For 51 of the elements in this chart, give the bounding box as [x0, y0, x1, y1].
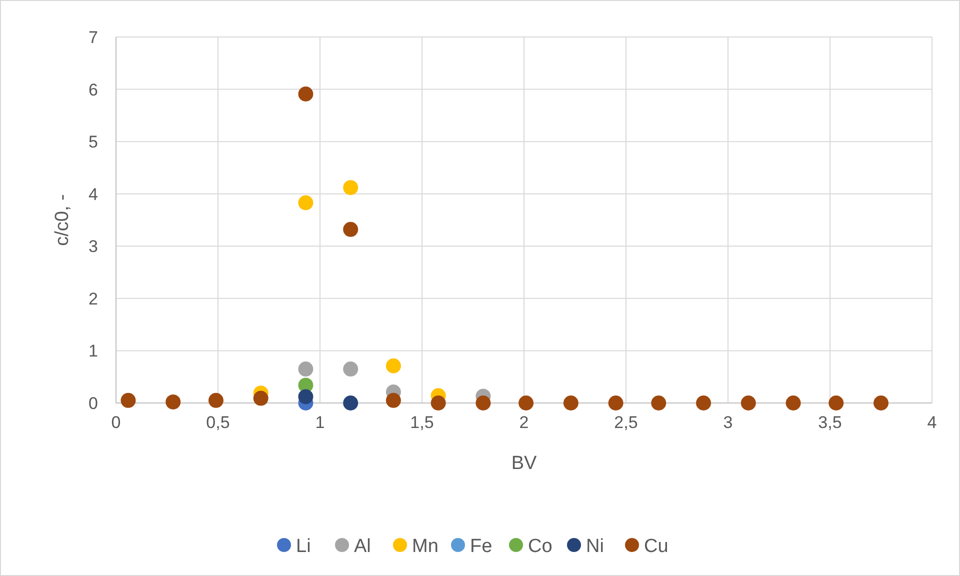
point	[740, 396, 756, 410]
x-tick-label: 2	[519, 413, 529, 432]
x-tick-label: 3,5	[818, 413, 842, 432]
x-axis-title: BV	[511, 453, 537, 474]
y-axis-title: c/c0, -	[52, 194, 73, 246]
y-tick-label: 0	[88, 394, 98, 413]
y-tick-label: 5	[88, 132, 98, 152]
point	[298, 362, 314, 377]
y-tick-label: 6	[88, 80, 98, 100]
x-tick-label: 3	[723, 413, 733, 432]
point	[166, 394, 181, 410]
point	[298, 86, 314, 102]
point	[786, 396, 801, 410]
x-tick-label: 0	[111, 413, 121, 432]
point	[343, 362, 358, 377]
point	[608, 396, 624, 410]
point	[696, 396, 712, 410]
legend-label: Fe	[470, 536, 492, 557]
point	[563, 396, 578, 410]
point	[343, 180, 358, 196]
point	[386, 358, 401, 374]
x-tick-label: 0,5	[206, 413, 230, 432]
point	[343, 222, 358, 237]
y-tick-label: 4	[88, 184, 98, 204]
point	[476, 396, 491, 410]
y-tick-label: 3	[88, 237, 98, 256]
legend-label: Cu	[644, 536, 668, 557]
x-tick-label: 1,5	[410, 413, 434, 432]
legend-label: Li	[296, 536, 311, 557]
legend-label: Al	[354, 536, 371, 557]
y-tick-label: 2	[88, 289, 98, 308]
point	[651, 396, 666, 410]
legend-label: Co	[528, 536, 552, 557]
x-tick-label: 2,5	[614, 413, 638, 432]
point	[518, 396, 534, 410]
point	[208, 392, 224, 408]
legend-label: Ni	[586, 536, 604, 557]
point	[874, 396, 888, 410]
point	[298, 195, 314, 210]
y-tick-label: 7	[88, 28, 98, 47]
point	[253, 390, 268, 406]
point	[343, 396, 358, 410]
y-tick-label: 1	[88, 342, 98, 361]
point	[386, 392, 401, 408]
point	[828, 396, 844, 410]
x-tick-label: 1	[315, 413, 325, 432]
point	[430, 396, 446, 410]
x-tick-label: 4	[927, 413, 937, 432]
point	[120, 392, 136, 408]
point	[298, 389, 314, 404]
legend-label: Mn	[412, 536, 438, 557]
